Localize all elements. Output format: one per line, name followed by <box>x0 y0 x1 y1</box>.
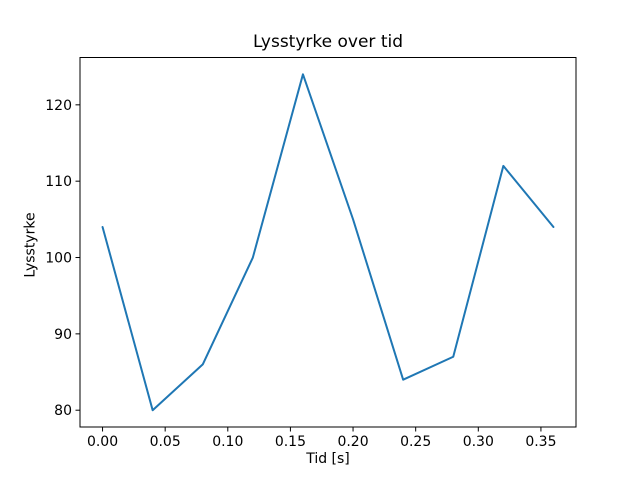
plot-area: 0.00 0.05 0.10 0.15 0.20 0.25 0.30 0.35 80 90 100 1… <box>45 57 577 450</box>
x-tick-label: 0.15 <box>275 434 306 450</box>
x-tick-label: 0.30 <box>463 434 494 450</box>
y-tick-label: 90 <box>54 327 72 343</box>
x-tick-label: 0.05 <box>150 434 181 450</box>
x-tick-label: 0.20 <box>337 434 368 450</box>
x-tick-label: 0.25 <box>400 434 431 450</box>
chart-title: Lysstyrke over tid <box>253 32 403 52</box>
x-tick-label: 0.35 <box>525 434 556 450</box>
axes-spines <box>79 57 577 428</box>
y-tick-label: 80 <box>54 403 72 419</box>
series-line <box>101 73 555 412</box>
x-tick-label: 0.00 <box>87 434 118 450</box>
y-tick-label: 120 <box>45 98 72 114</box>
x-tick-label: 0.10 <box>212 434 243 450</box>
y-tick-label: 100 <box>45 251 72 267</box>
x-axis-label: Tid [s] <box>306 451 350 467</box>
y-tick-label: 110 <box>45 174 72 190</box>
y-axis-label: Lysstyrke <box>22 212 39 278</box>
